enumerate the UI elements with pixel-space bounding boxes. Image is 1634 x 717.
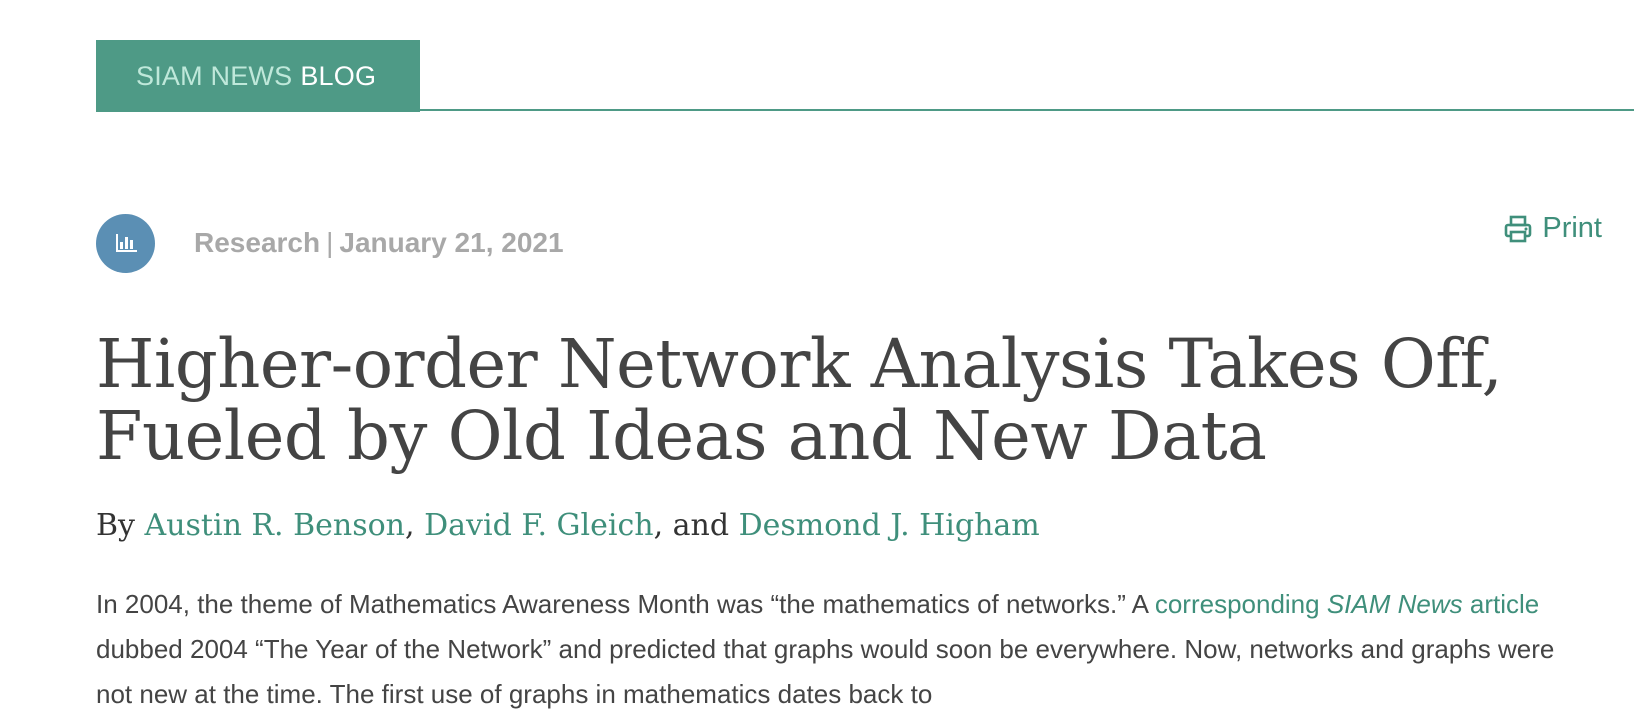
byline: By Austin R. Benson, David F. Gleich, an… [96, 508, 1040, 543]
meta-separator: | [326, 227, 334, 258]
byline-prefix: By [96, 508, 135, 543]
siam-news-blog-logo[interactable]: SIAM NEWS BLOG [96, 40, 420, 112]
byline-comma: , [405, 508, 415, 543]
author-link-benson[interactable]: Austin R. Benson [144, 508, 405, 543]
byline-and: , and [653, 508, 730, 543]
print-label: Print [1542, 212, 1602, 244]
author-link-higham[interactable]: Desmond J. Higham [738, 508, 1040, 543]
category-label[interactable]: Research [194, 227, 321, 258]
link-text-1: corresponding [1154, 589, 1327, 619]
print-button[interactable]: Print [1504, 212, 1602, 245]
printer-icon [1505, 215, 1532, 242]
intro-text-2: dubbed 2004 “The Year of the Network” an… [96, 634, 1555, 709]
publish-date: January 21, 2021 [339, 227, 564, 258]
article-title: Higher-order Network Analysis Takes Off,… [96, 325, 1503, 475]
intro-text-1: In 2004, the theme of Mathematics Awaren… [96, 589, 1155, 619]
site-header: SIAM NEWS BLOG [96, 40, 1634, 112]
link-text-italic: SIAM News [1326, 589, 1463, 619]
header-divider [420, 109, 1634, 111]
brand-blog: BLOG [300, 60, 377, 91]
category-date: Research | January 21, 2021 [194, 227, 564, 259]
author-link-gleich[interactable]: David F. Gleich [424, 508, 654, 543]
article-intro-paragraph: In 2004, the theme of Mathematics Awaren… [96, 582, 1586, 717]
bar-chart-icon[interactable] [96, 213, 155, 273]
link-text-2: article [1462, 589, 1540, 619]
article-meta: Research | January 21, 2021 [96, 213, 564, 273]
siam-news-article-link[interactable]: corresponding SIAM News article [1155, 589, 1539, 619]
brand-siam-news: SIAM NEWS [136, 60, 293, 91]
